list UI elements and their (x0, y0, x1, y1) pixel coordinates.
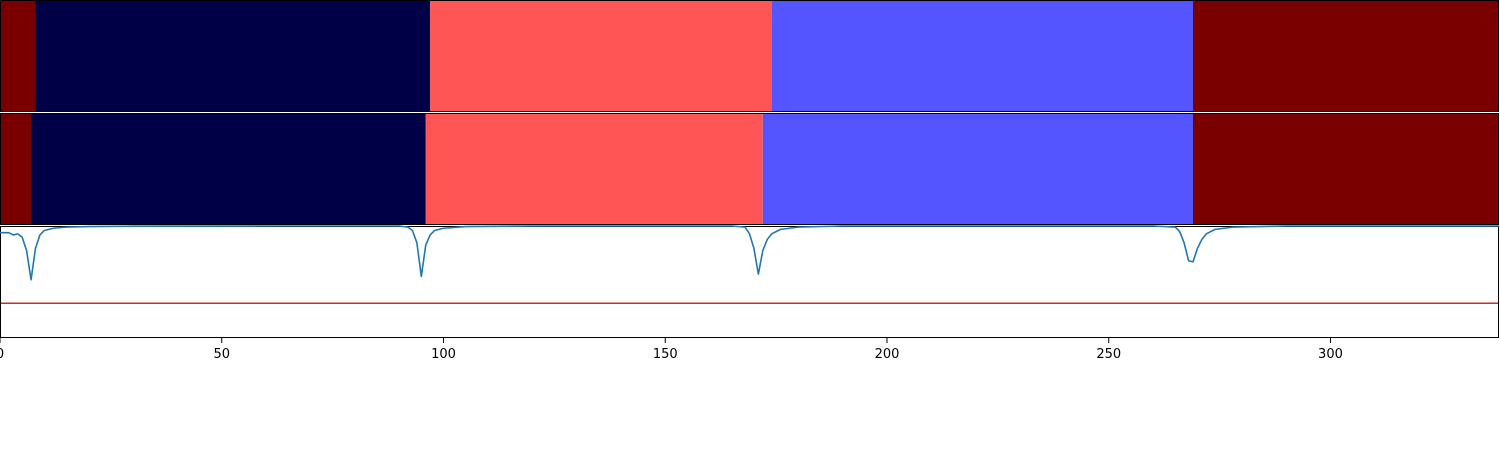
segment-row2-2 (31, 113, 426, 225)
x-tick-label: 100 (431, 347, 456, 362)
x-tick-label: 250 (1096, 347, 1121, 362)
segment-row2-1 (0, 113, 32, 225)
segment-row2-4 (762, 113, 1193, 225)
x-tick-label: 300 (1318, 347, 1343, 362)
line-panel-frame (0, 226, 1499, 338)
x-tick-label: 0 (0, 347, 4, 362)
segment-row1-5 (1192, 0, 1499, 112)
x-tick-label: 150 (653, 347, 678, 362)
x-axis: 0 50 100 150 200 250 300 (0, 338, 1343, 362)
segment-row1-1 (0, 0, 36, 112)
segment-row1-4 (771, 0, 1193, 112)
segmentation-row-frame (0, 113, 1499, 225)
series-line-1 (0, 225, 1499, 281)
segmentation-row-1 (0, 0, 1499, 112)
segmentation-rows (0, 0, 1499, 225)
segmentation-row-frame (0, 0, 1499, 112)
segment-row1-2 (35, 0, 431, 112)
x-tick-label: 200 (875, 347, 900, 362)
segment-row1-3 (430, 0, 772, 112)
segmentation-row-2 (0, 113, 1499, 225)
segment-row2-5 (1192, 113, 1499, 225)
line-panel (0, 225, 1499, 338)
x-tick-label: 50 (213, 347, 230, 362)
segment-row2-3 (425, 113, 763, 225)
